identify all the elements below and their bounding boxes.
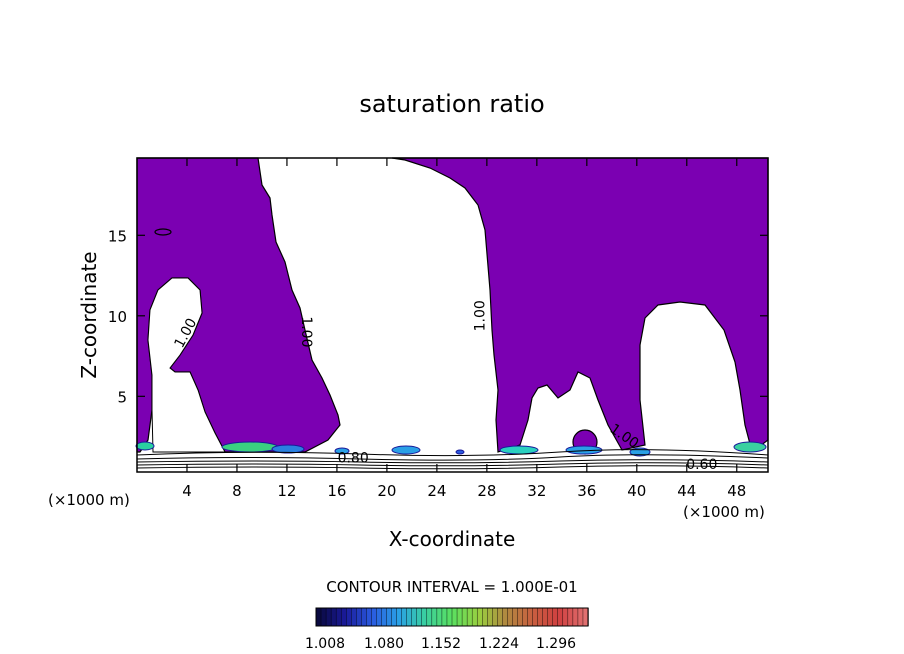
cloud-base-blobs [135, 441, 767, 457]
y-tick-label: 5 [117, 388, 127, 406]
colorbar-swatch [346, 607, 352, 627]
colorbar-swatch [376, 607, 383, 627]
colorbar-swatch [421, 607, 428, 627]
colorbar-swatch [401, 607, 408, 627]
contour-label: 1.00 [472, 300, 488, 331]
colorbar-swatch [532, 607, 539, 627]
y-tick-label: 10 [108, 308, 127, 326]
y-tick-label: 15 [108, 227, 127, 245]
colorbar-swatch [441, 607, 448, 627]
colorbar-tick-label: 1.296 [536, 636, 576, 652]
colorbar-swatch [537, 607, 544, 627]
colorbar-swatch [391, 607, 398, 627]
x-axis-label: X-coordinate [389, 527, 516, 551]
colorbar-tick-label: 1.224 [479, 636, 519, 652]
colorbar-swatch [567, 607, 574, 627]
left-clear-bubble [147, 277, 226, 453]
supersaturation-fill [136, 157, 769, 455]
colorbar-swatch [456, 607, 463, 627]
colorbar-swatch [492, 607, 499, 627]
y-axis-label: Z-coordinate [77, 251, 101, 378]
colorbar-tick-label: 1.152 [421, 636, 461, 652]
small-cloud-blob [154, 228, 172, 236]
colorbar-swatch [436, 607, 443, 627]
x-unit-right: (×1000 m) [683, 503, 765, 521]
x-tick-label: 20 [377, 482, 396, 500]
colorbar-swatch [320, 607, 327, 627]
colorbar-swatch [330, 607, 337, 627]
x-axis-ticks: 4 8 12 16 20 24 28 32 36 40 44 48 [182, 158, 746, 500]
contour-interval-text: CONTOUR INTERVAL = 1.000E-01 [326, 578, 577, 596]
contour-label: 0.60 [686, 457, 717, 473]
x-tick-label: 28 [477, 482, 496, 500]
colorbar-swatch [416, 607, 423, 627]
x-tick-label: 4 [182, 482, 192, 500]
contour-label: 0.80 [338, 450, 369, 466]
plot-frame [136, 157, 769, 473]
colorbar-swatch [406, 607, 413, 627]
colorbar-frame [315, 607, 589, 627]
colorbar-swatch [542, 607, 549, 627]
colorbar-swatch [562, 607, 569, 627]
colorbar-swatch [426, 607, 433, 627]
colorbar-swatch [351, 607, 357, 627]
y-axis-ticks: 5 10 15 [108, 227, 768, 406]
colorbar-swatch [577, 607, 584, 627]
x-tick-label: 16 [327, 482, 346, 500]
colorbar-swatch [517, 607, 524, 627]
x-tick-label: 12 [277, 482, 296, 500]
colorbar-swatch [356, 607, 363, 627]
colorbar-swatch [466, 607, 473, 627]
colorbar-swatch [527, 607, 534, 627]
colorbar-swatch [507, 607, 514, 627]
colorbar-swatch [386, 607, 393, 627]
colorbar-swatch [497, 607, 504, 627]
low-level-contours [136, 449, 769, 470]
x-tick-label: 36 [577, 482, 596, 500]
colorbar-tick-labels: 1.008 1.080 1.152 1.224 1.296 [305, 636, 576, 652]
colorbar-swatch [502, 607, 509, 627]
colorbar-swatch [381, 607, 388, 627]
colorbar-swatch [482, 607, 488, 627]
colorbar-swatch [572, 607, 579, 627]
colorbar-swatch [446, 607, 453, 627]
x-tick-label: 24 [427, 482, 446, 500]
colorbar-swatch [366, 607, 373, 627]
colorbar-swatch [335, 607, 342, 627]
colorbar [315, 607, 589, 627]
colorbar-swatch [487, 607, 493, 627]
colorbar-swatch [547, 607, 554, 627]
x-tick-label: 48 [727, 482, 746, 500]
colorbar-swatch [522, 607, 529, 627]
x-tick-label: 40 [627, 482, 646, 500]
colorbar-swatch [411, 607, 418, 627]
colorbar-swatch [451, 607, 458, 627]
colorbar-swatch [471, 607, 478, 627]
colorbar-swatch [552, 607, 559, 627]
colorbar-swatch [371, 607, 378, 627]
x-tick-label: 44 [677, 482, 696, 500]
x-tick-label: 32 [527, 482, 546, 500]
colorbar-swatch [325, 607, 332, 627]
contour-label: 1.00 [298, 316, 314, 347]
colorbar-tick-label: 1.008 [305, 636, 345, 652]
x-tick-label: 8 [232, 482, 242, 500]
colorbar-tick-label: 1.080 [364, 636, 404, 652]
right-saturated-region [391, 157, 769, 453]
chart-title: saturation ratio [359, 90, 544, 118]
colorbar-swatch [476, 607, 483, 627]
colorbar-swatch [461, 607, 468, 627]
colorbar-swatch [340, 607, 347, 627]
colorbar-swatch [361, 607, 368, 627]
colorbar-swatch [396, 607, 403, 627]
colorbar-swatch [557, 607, 564, 627]
colorbar-swatch [512, 607, 519, 627]
x-unit-left: (×1000 m) [48, 491, 130, 509]
colorbar-swatch [431, 607, 438, 627]
colorbar-swatch [315, 607, 322, 627]
